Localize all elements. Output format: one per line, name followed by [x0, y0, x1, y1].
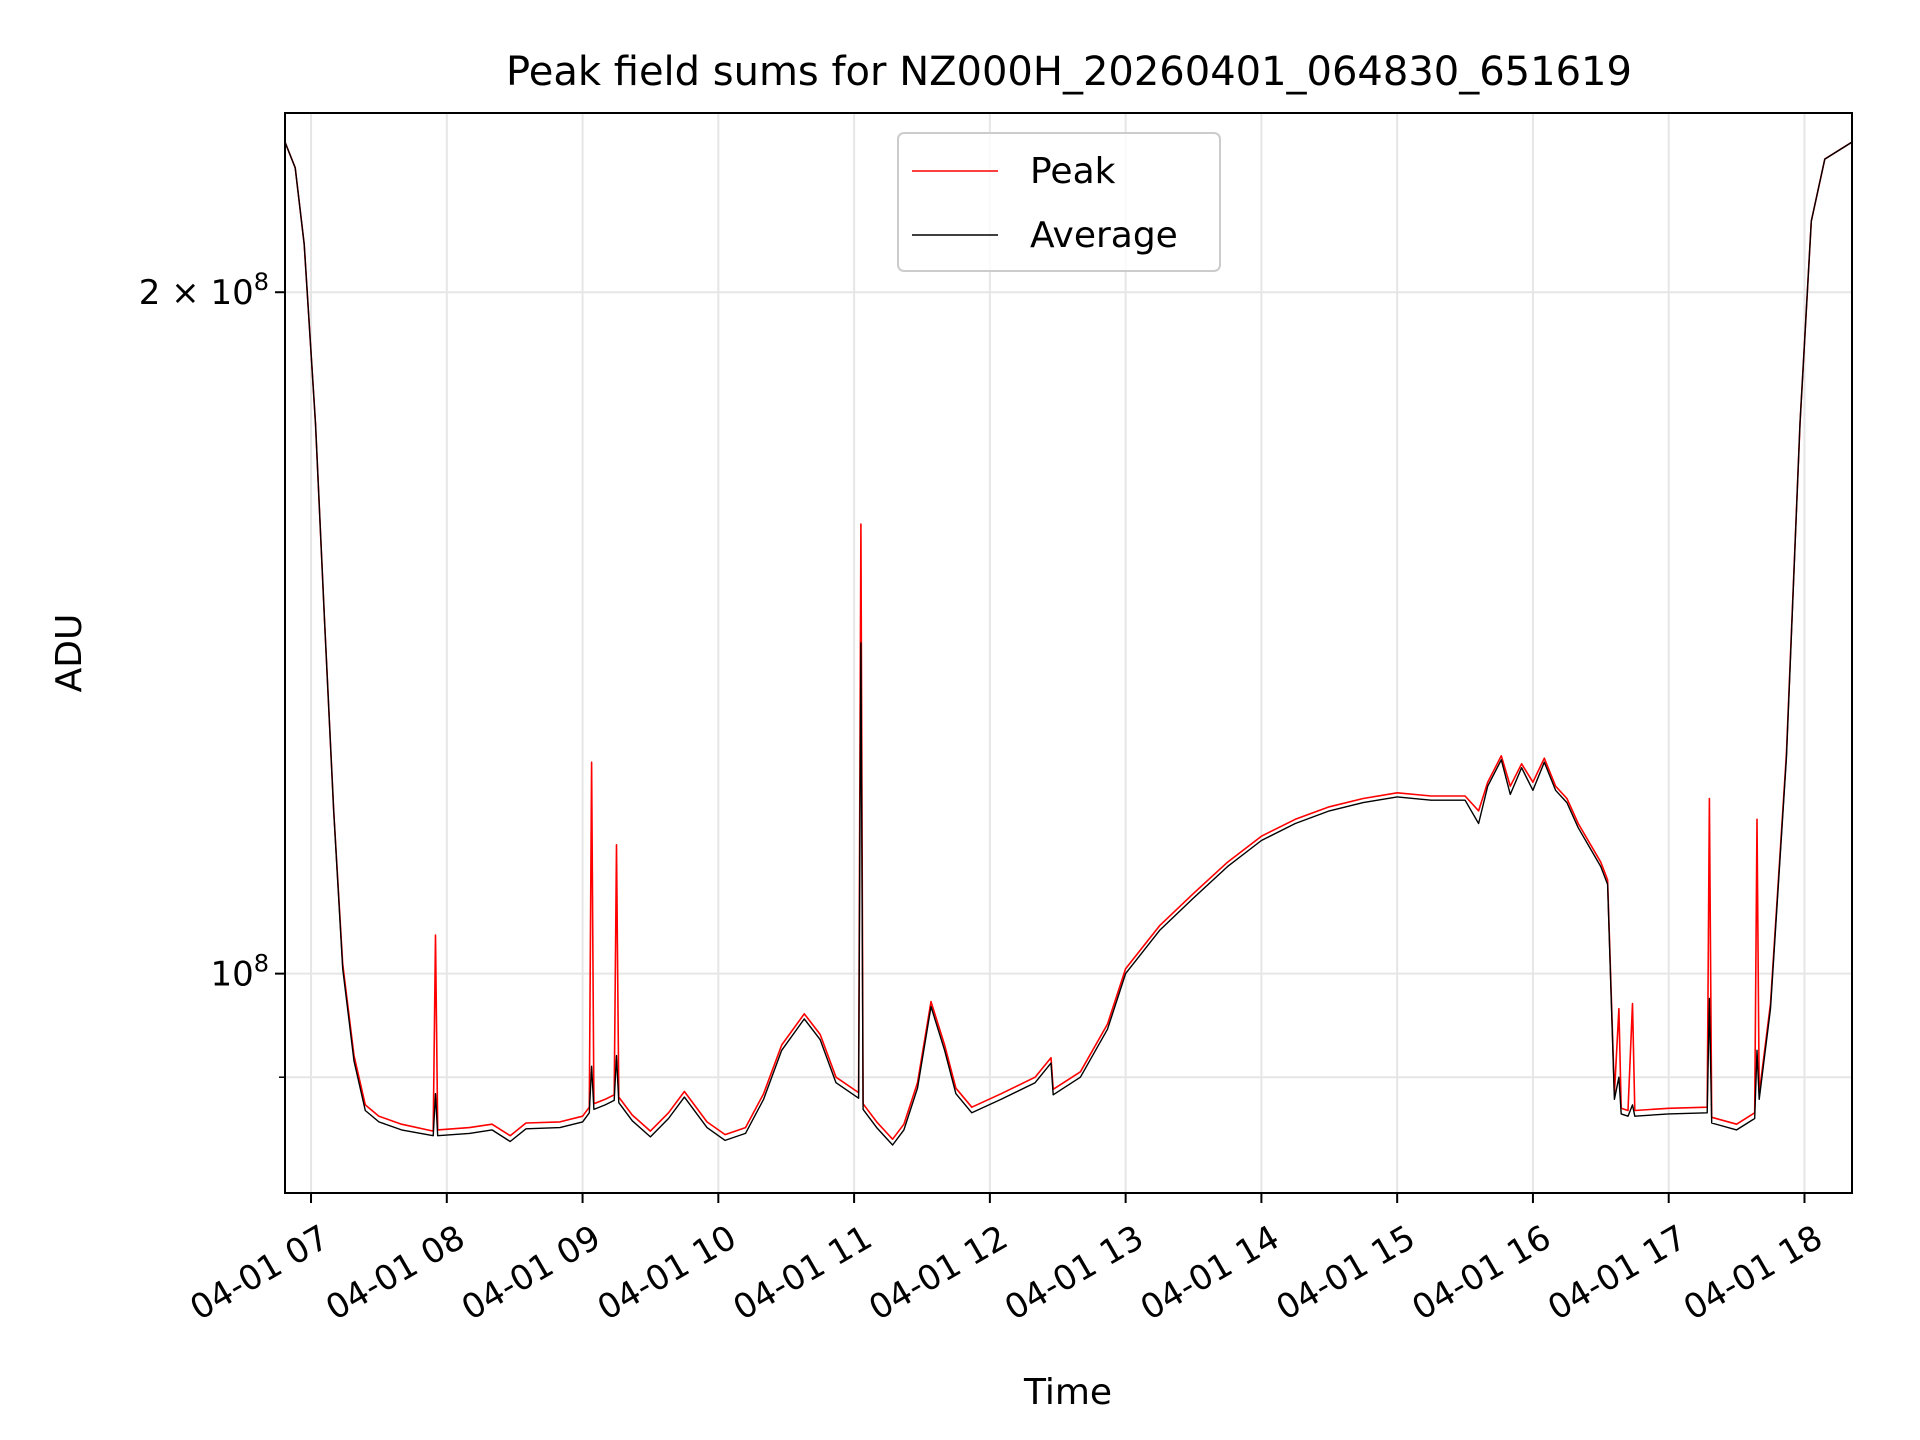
y-tick-label-exponent: 8 — [254, 950, 269, 978]
series-layer — [284, 141, 1853, 1146]
y-tick-label: 2 × 108 — [139, 268, 269, 313]
x-axis-label: Time — [1023, 1372, 1112, 1413]
y-tick-label-exponent: 8 — [254, 268, 269, 296]
grid-layer — [285, 113, 1852, 1193]
legend: Peak Average — [897, 132, 1221, 272]
series-line-average — [284, 141, 1853, 1146]
chart-title: Peak field sums for NZ000H_20260401_0648… — [506, 49, 1632, 95]
y-tick-label-base: 10 — [210, 955, 253, 995]
y-tick-label-base: 10 — [210, 273, 253, 313]
y-tick-label: 108 — [210, 950, 269, 995]
y-axis-label: ADU — [49, 614, 90, 693]
y-tick-label-coefficient: 2 × — [139, 273, 211, 313]
legend-label-peak: Peak — [1030, 151, 1116, 192]
legend-box — [897, 132, 1221, 272]
legend-label-average: Average — [1030, 215, 1178, 256]
series-line-peak — [284, 141, 1853, 1140]
plot-area-frame — [284, 112, 1853, 1194]
